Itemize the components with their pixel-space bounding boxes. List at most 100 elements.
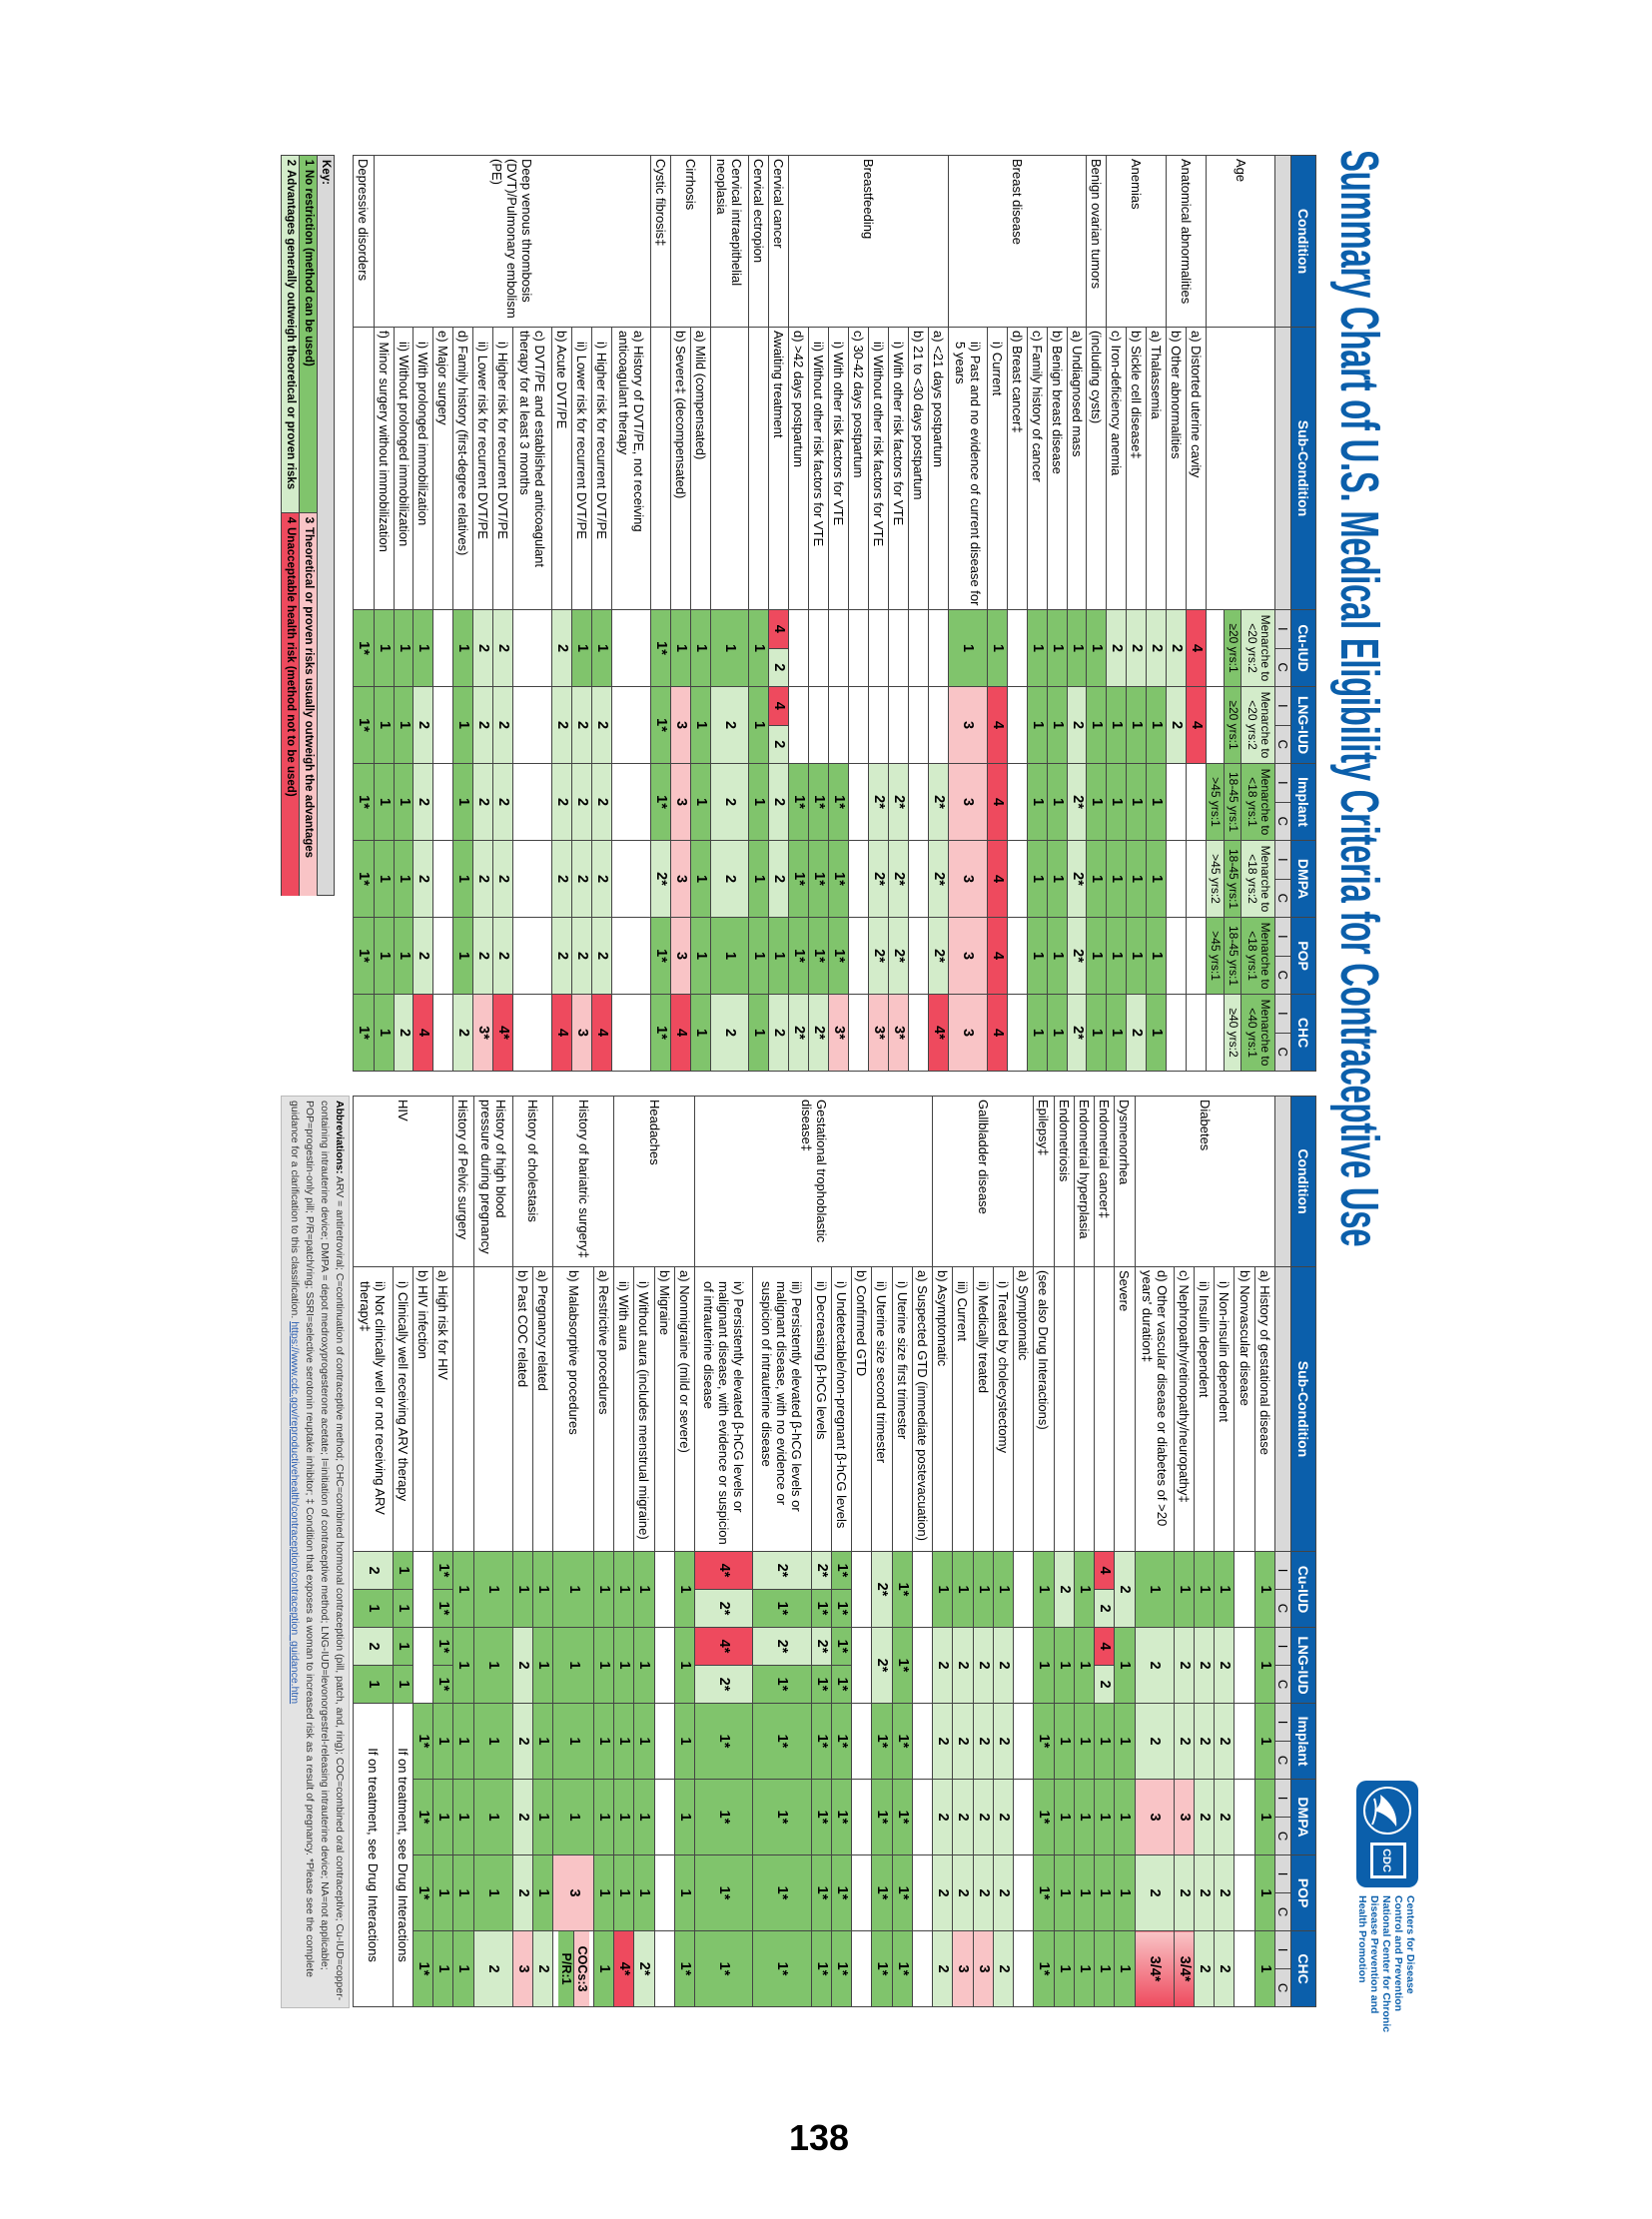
continuation-rating-cell: 2: [1094, 1589, 1115, 1628]
rating-cell: [912, 1779, 933, 1855]
rating-cell: 1: [452, 1854, 474, 1931]
key-level: 1: [303, 159, 315, 167]
table-row: Dysmenorrhea Severe 2 1 1 1 1 1: [1114, 1096, 1136, 2007]
rating-cell: 2: [532, 1930, 553, 2007]
condition-cell: Dysmenorrhea: [1114, 1096, 1136, 1267]
rating-cell: [432, 994, 453, 1072]
rating-cell: 2: [512, 1627, 533, 1704]
sub-condition-cell: [710, 327, 749, 610]
rating-cell: 2: [1106, 609, 1127, 687]
header-row: Condition Sub-Condition Cu-IUD LNG-IUD Impla…: [1290, 1096, 1316, 2007]
rating-cell: 1: [1074, 1854, 1095, 1931]
rating-cell: 1: [613, 1627, 634, 1704]
rating-cell: 2: [571, 686, 592, 764]
condition-cell: Anatomical abnormalities: [1166, 155, 1207, 328]
rating-cell: 1*: [811, 1854, 832, 1931]
continuation-header: C: [1274, 1033, 1291, 1072]
rating-cell: 3*: [868, 994, 889, 1072]
method-header: Cu-IUD: [1290, 1551, 1316, 1628]
sub-condition-cell: Awaiting treatment: [768, 327, 789, 610]
rating-cell: 1: [593, 1930, 614, 2007]
rating-cell: 2*: [888, 840, 909, 918]
continuation-rating-cell: 2*: [694, 1589, 753, 1628]
initiation-rating-cell: 4: [768, 686, 789, 725]
table-row: Cirrhosis a) Mild (compensated) 1 1 1 1 1 1: [670, 155, 711, 1072]
rating-cell: 2: [512, 1703, 533, 1780]
table-row: Gallbladder disease a) Symptomatic: [932, 1096, 1034, 2007]
table-row: History of high blood pressure during pr…: [473, 1096, 513, 2007]
rating-cell: 2: [1174, 1703, 1195, 1780]
key-text: No restriction (method can be used): [303, 170, 315, 367]
rating-cell: 3: [512, 1930, 533, 2007]
continuation-rating-cell: 2: [768, 648, 789, 687]
rating-cell: 4: [1186, 609, 1207, 687]
split-rating-cell: COCs:3 P/R:1: [552, 1930, 594, 2007]
rating-cell: 1: [1054, 1854, 1075, 1931]
rating-cell: 1: [1106, 917, 1127, 995]
rating-cell: 1: [1254, 1551, 1275, 1628]
rating-cell: 1*: [650, 763, 671, 841]
rating-cell: [908, 763, 929, 841]
rating-cell: 1: [1106, 686, 1127, 764]
rating-cell: 1: [1087, 840, 1107, 918]
rating-cell: 2*: [928, 917, 949, 995]
condition-cell: Cirrhosis: [670, 155, 711, 328]
rating-cell: 3/4*: [1135, 1930, 1175, 2007]
rating-cell: [928, 686, 949, 764]
rating-cell: ≥20 yrs:1: [1224, 609, 1241, 687]
rating-cell: 1: [452, 1930, 474, 2007]
rating-cell: [512, 686, 552, 764]
method-header: Implant: [1290, 763, 1316, 841]
guidance-link[interactable]: https://www.cdc.gov/reproductivehealth/c…: [289, 1321, 301, 1705]
sub-condition-cell: i) Treated by cholecystectomy: [993, 1266, 1014, 1552]
rating-cell: 1: [1126, 917, 1147, 995]
continuation-header: C: [1274, 1968, 1291, 2007]
rating-cell: 2: [973, 1627, 994, 1704]
table-row: Cystic fibrosis‡ 1* 1* 1* 2* 1* 1*: [650, 155, 671, 1072]
rating-cell: 1: [1254, 1930, 1275, 2007]
rating-cell: 1*: [1033, 1779, 1055, 1855]
rating-cell: 1: [670, 609, 691, 687]
condition-cell: Epilepsy‡: [1033, 1096, 1055, 1267]
rating-cell: 1: [1074, 1551, 1095, 1628]
rating-cell: 2*: [928, 763, 949, 841]
sub-condition-cell: d) Other vascular disease or diabetes of…: [1135, 1266, 1175, 1552]
continuation-header: C: [1274, 1589, 1291, 1628]
rating-cell: 1*: [752, 1703, 812, 1780]
rating-cell: 1: [613, 1779, 634, 1855]
sub-condition-cell: c) 30-42 days postpartum: [848, 327, 869, 610]
rating-cell: ≥40 yrs:2: [1224, 994, 1241, 1072]
rating-cell: 2: [710, 686, 749, 764]
rating-cell: 2: [1146, 609, 1167, 687]
rating-cell: 2: [571, 840, 592, 918]
sub-condition-cell: [1206, 327, 1275, 610]
rating-cell: [851, 1930, 872, 2007]
initiation-header: I: [1274, 1627, 1291, 1666]
rating-cell: 2: [413, 763, 433, 841]
rating-cell: 1: [748, 763, 769, 841]
rating-cell: 1: [413, 609, 433, 687]
condition-cell: History of high blood pressure during pr…: [473, 1096, 513, 1267]
sub-condition-cell: Severe: [1114, 1266, 1136, 1552]
sub-condition-cell: d) >42 days postpartum: [788, 327, 809, 610]
sub-condition-cell: a) Nonmigraine (mild or severe): [674, 1266, 695, 1552]
rating-cell: [828, 686, 849, 764]
rating-cell: 1: [452, 1551, 474, 1628]
rating-cell: 1: [473, 1854, 513, 1931]
subheader-blank: [1274, 327, 1291, 610]
rating-cell: 2: [932, 1627, 953, 1704]
rating-cell: 1: [973, 1551, 994, 1628]
rating-cell: 1: [1027, 994, 1048, 1072]
table-row: Depressive disorders 1* 1* 1* 1* 1* 1*: [353, 155, 375, 1072]
sub-condition-cell: b) Past COC related: [512, 1266, 533, 1552]
rating-cell: [1013, 1551, 1034, 1628]
rating-cell: 1: [593, 1854, 614, 1931]
rating-cell: 2: [1166, 686, 1187, 764]
rating-cell: 1*: [694, 1930, 753, 2007]
rating-cell: 1*: [694, 1703, 753, 1780]
rating-cell: 2: [452, 994, 473, 1072]
rating-cell: [851, 1627, 872, 1704]
rating-cell: 2: [472, 609, 493, 687]
key-item-3: 3 Theoretical or proven risks usually ou…: [300, 512, 318, 896]
